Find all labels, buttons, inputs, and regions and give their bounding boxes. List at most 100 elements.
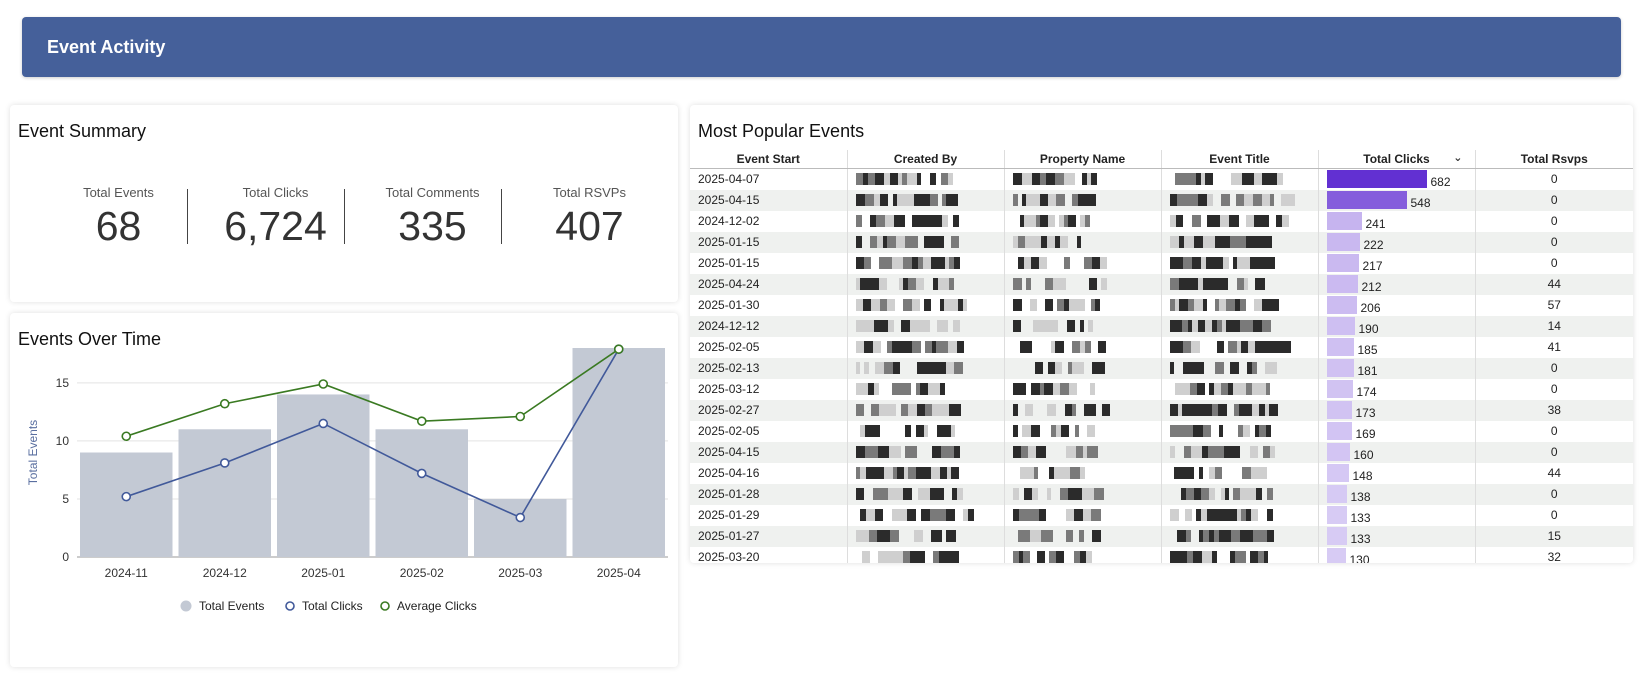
y-tick-label: 15	[56, 376, 70, 390]
table-row[interactable]: 2025-02-27 173 38	[690, 399, 1633, 421]
cell-event-title	[1161, 189, 1319, 211]
point-average-clicks	[121, 431, 132, 442]
cell-total-clicks: 148	[1318, 462, 1476, 484]
clicks-value: 169	[1355, 427, 1376, 441]
redacted-text	[1013, 256, 1153, 270]
point-average-clicks	[219, 398, 230, 409]
redacted-text	[1013, 214, 1153, 228]
cell-created-by	[847, 483, 1005, 505]
table-row[interactable]: 2025-01-15 222 0	[690, 231, 1633, 253]
table-row[interactable]: 2024-12-02 241 0	[690, 210, 1633, 232]
cell-event-start: 2025-03-20	[690, 546, 848, 563]
clicks-value: 160	[1353, 448, 1374, 462]
y-tick-label: 10	[56, 434, 70, 448]
column-header-total-rsvps[interactable]: Total Rsvps	[1475, 150, 1633, 169]
clicks-value: 185	[1357, 343, 1378, 357]
clicks-value: 212	[1361, 280, 1382, 294]
clicks-bar	[1326, 464, 1349, 482]
cell-created-by	[847, 315, 1005, 337]
cell-event-start: 2025-01-29	[690, 504, 848, 526]
clicks-value: 133	[1350, 511, 1371, 525]
table-scroll-area[interactable]: Event Start Created By Property Name Eve…	[690, 150, 1633, 563]
column-header-event-title[interactable]: Event Title	[1161, 150, 1319, 169]
redacted-text	[856, 550, 996, 563]
table-row[interactable]: 2025-02-13 181 0	[690, 357, 1633, 379]
clicks-bar	[1326, 170, 1427, 188]
redacted-text	[1012, 424, 1153, 438]
cell-total-clicks: 130	[1318, 546, 1476, 563]
cell-total-rsvps: 41	[1547, 340, 1561, 354]
cell-created-by	[847, 525, 1005, 547]
clicks-value: 222	[1363, 238, 1384, 252]
table-row[interactable]: 2025-01-29 133 0	[690, 504, 1633, 526]
legend-label-total-clicks: Total Clicks	[302, 599, 363, 613]
column-header-property-name[interactable]: Property Name	[1004, 150, 1162, 169]
cell-total-rsvps: 0	[1475, 231, 1633, 253]
clicks-bar	[1326, 485, 1347, 503]
cell-total-rsvps: 0	[1475, 189, 1633, 211]
clicks-bar	[1326, 401, 1352, 419]
redacted-text	[855, 256, 996, 270]
table-row[interactable]: 2025-04-16 148 44	[690, 462, 1633, 484]
cell-total-clicks: 212	[1318, 273, 1476, 295]
point-total-clicks	[121, 491, 132, 502]
point-average-clicks	[318, 379, 329, 389]
column-header-event-start[interactable]: Event Start	[690, 150, 848, 169]
table-row[interactable]: 2025-04-15 548 0	[690, 189, 1633, 211]
cell-total-rsvps: 44	[1547, 466, 1561, 480]
table-row[interactable]: 2025-04-24 212 44	[690, 273, 1633, 295]
table-row[interactable]: 2025-02-05 185 41	[690, 336, 1633, 358]
cell-event-start: 2025-01-15	[690, 252, 848, 274]
cell-total-rsvps: 0	[1550, 214, 1558, 228]
cell-event-start: 2025-01-27	[690, 525, 848, 547]
table-row[interactable]: 2025-03-20 130 32	[690, 546, 1633, 563]
cell-event-title	[1161, 504, 1319, 526]
column-header-total-clicks[interactable]: Total Clicks ⌄	[1318, 150, 1476, 169]
redacted-text	[1170, 382, 1310, 396]
cell-created-by	[847, 420, 1005, 442]
cell-total-clicks: 181	[1318, 357, 1476, 379]
page-title: Event Activity	[47, 37, 166, 57]
cell-created-by	[847, 504, 1005, 526]
clicks-bar	[1326, 338, 1354, 356]
table-row[interactable]: 2025-01-15 217 0	[690, 252, 1633, 274]
table-row[interactable]: 2025-01-30 206 57	[690, 294, 1633, 316]
table-row[interactable]: 2025-01-28 138 0	[690, 483, 1633, 505]
table-row[interactable]: 2025-02-05 169 0	[690, 420, 1633, 442]
line-average-clicks	[125, 348, 620, 438]
redacted-text	[1169, 277, 1310, 291]
redacted-text	[1169, 550, 1310, 563]
bar-total-events	[375, 429, 468, 557]
cell-event-title	[1161, 483, 1319, 505]
cell-total-clicks: 173	[1318, 399, 1476, 421]
cell-event-title	[1161, 378, 1319, 400]
redacted-text	[1012, 319, 1153, 333]
sort-descending-icon[interactable]: ⌄	[1453, 152, 1463, 164]
table-row[interactable]: 2025-04-07 682 0	[690, 168, 1633, 190]
x-tick-label: 2024-11	[105, 566, 148, 580]
redacted-text	[855, 214, 996, 228]
point-total-clicks	[416, 468, 427, 479]
cell-event-start: 2025-02-05	[690, 420, 848, 442]
cell-total-clicks: 138	[1318, 483, 1476, 505]
table-row[interactable]: 2025-03-12 174 0	[690, 378, 1633, 400]
kpi-label: Total Comments	[385, 185, 480, 200]
bar-total-events	[80, 452, 173, 557]
kpi-total-events: Total Events 68	[40, 185, 197, 250]
redacted-text	[855, 193, 996, 207]
redacted-text	[856, 508, 996, 522]
redacted-text	[1012, 382, 1153, 396]
cell-total-rsvps: 38	[1475, 399, 1633, 421]
event-summary-card: Event Summary Total Events 68 Total Clic…	[10, 105, 678, 302]
column-header-created-by[interactable]: Created By	[847, 150, 1005, 169]
kpi-value: 6,724	[224, 203, 327, 249]
table-row[interactable]: 2025-04-15 160 0	[690, 441, 1633, 463]
cell-total-clicks: 206	[1318, 294, 1476, 316]
redacted-text	[1012, 403, 1153, 417]
cell-event-title	[1161, 231, 1319, 253]
legend-marker-total-events	[180, 600, 192, 612]
x-tick-label: 2025-03	[498, 566, 542, 580]
cell-property-name	[1004, 483, 1162, 505]
table-row[interactable]: 2025-01-27 133 15	[690, 525, 1633, 547]
table-row[interactable]: 2024-12-12 190 14	[690, 315, 1633, 337]
